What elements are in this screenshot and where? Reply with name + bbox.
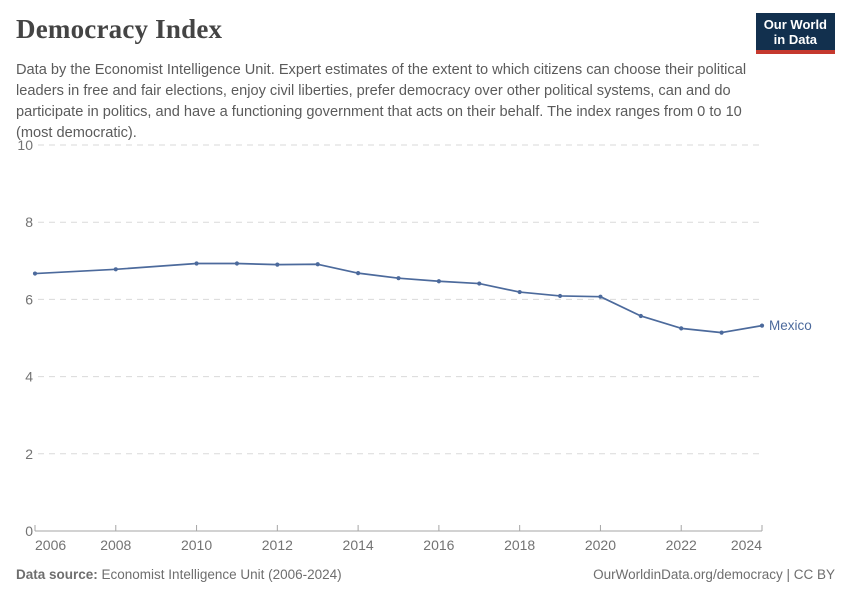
data-source-label: Data source: xyxy=(16,567,98,582)
data-point-2023[interactable] xyxy=(719,330,724,335)
footer-separator: | xyxy=(782,567,794,582)
footer-attribution: OurWorldinData.org/democracy | CC BY xyxy=(593,567,835,582)
owid-logo-line2: in Data xyxy=(773,32,818,47)
owid-logo[interactable]: Our World in Data xyxy=(755,13,835,54)
data-source-note: Data source: Economist Intelligence Unit… xyxy=(16,567,342,582)
x-tick-label: 2018 xyxy=(504,537,535,553)
owid-url-link[interactable]: OurWorldinData.org/democracy xyxy=(593,567,783,582)
x-tick-label: 2012 xyxy=(262,537,293,553)
data-point-2021[interactable] xyxy=(638,313,643,319)
x-tick-label: 2014 xyxy=(343,537,374,553)
y-tick-label: 8 xyxy=(25,214,33,230)
series-end-label: Mexico xyxy=(769,318,812,333)
x-tick-label: 2022 xyxy=(666,537,697,553)
x-tick-label: 2024 xyxy=(731,537,762,553)
data-point-2012[interactable] xyxy=(275,262,280,267)
data-point-2011[interactable] xyxy=(234,261,240,266)
x-tick-label: 2016 xyxy=(423,537,454,553)
owid-logo-line1: Our World xyxy=(763,17,827,32)
democracy-index-line-chart: 0 2 4 6 8 10 2006 2008 2010 2012 2014 2016 2018 2020 2… xyxy=(17,137,812,553)
data-point-2013[interactable] xyxy=(315,262,320,267)
data-point-2024[interactable] xyxy=(759,323,765,328)
page-title: Democracy Index xyxy=(16,14,223,44)
x-tick-label: 2006 xyxy=(35,537,66,553)
footer: Data source: Economist Intelligence Unit… xyxy=(16,567,835,582)
data-source-text: Economist Intelligence Unit (2006-2024) xyxy=(97,567,342,582)
series-line-mexico xyxy=(34,262,763,334)
data-point-2016[interactable] xyxy=(436,279,441,284)
data-point-2015[interactable] xyxy=(396,276,401,281)
data-point-2017[interactable] xyxy=(477,281,482,286)
x-tick-label: 2020 xyxy=(585,537,616,553)
y-tick-label: 10 xyxy=(17,137,33,153)
x-tick-label: 2008 xyxy=(100,537,131,553)
y-tick-label: 0 xyxy=(25,523,33,539)
data-point-2008[interactable] xyxy=(113,267,118,272)
data-point-2018[interactable] xyxy=(517,289,522,295)
data-point-2022[interactable] xyxy=(679,326,684,331)
y-tick-label: 6 xyxy=(25,291,33,307)
data-point-2019[interactable] xyxy=(557,293,563,299)
chart-subtitle: Data by the Economist Intelligence Unit.… xyxy=(16,62,747,141)
data-point-2020[interactable] xyxy=(598,294,603,299)
data-point-2006[interactable] xyxy=(32,271,38,276)
x-tick-label: 2010 xyxy=(181,537,212,553)
data-point-2010[interactable] xyxy=(194,261,199,266)
y-tick-label: 4 xyxy=(25,369,33,385)
license-cc-by-link[interactable]: CC BY xyxy=(793,567,835,582)
data-point-2014[interactable] xyxy=(356,271,361,276)
chart-area: 0 2 4 6 8 10 2006 2008 2010 2012 2014 2016 2018 2020 2… xyxy=(0,135,850,565)
y-tick-label: 2 xyxy=(25,446,33,462)
